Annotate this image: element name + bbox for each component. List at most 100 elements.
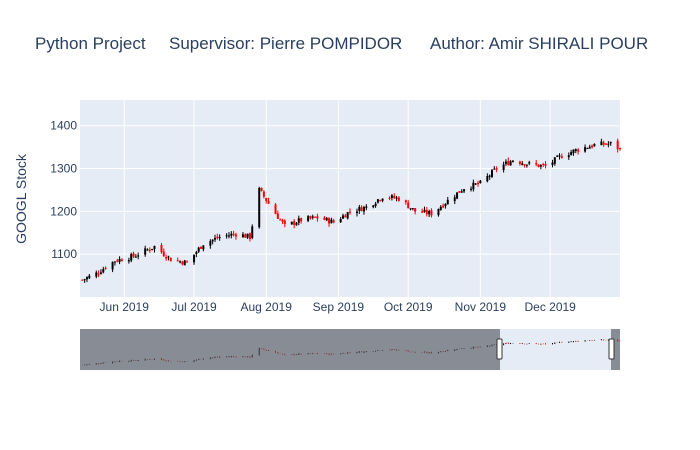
x-tick-label: Dec 2019: [524, 300, 576, 314]
x-tick-label: Nov 2019: [455, 300, 507, 314]
candle: [97, 270, 100, 278]
candle: [586, 147, 589, 150]
y-axis-title: GOOGL Stock: [13, 153, 29, 244]
range-slider-mask-right: [611, 329, 620, 370]
candle: [409, 208, 412, 211]
chart-title: Python Project Supervisor: Pierre POMPID…: [0, 34, 700, 114]
candle: [176, 257, 179, 262]
candle: [218, 234, 221, 241]
candle: [490, 169, 493, 178]
candle: [609, 141, 612, 146]
candle: [588, 144, 591, 149]
candle: [472, 179, 475, 192]
range-slider-handle-left[interactable]: [496, 338, 503, 360]
y-tick-label: 1400: [50, 119, 77, 133]
candle: [404, 199, 407, 205]
candle: [593, 143, 596, 147]
candle: [458, 191, 461, 193]
candle: [267, 197, 270, 205]
candle: [162, 248, 165, 257]
candle: [262, 190, 265, 199]
candle: [290, 221, 293, 225]
candle: [502, 161, 505, 173]
candle: [328, 217, 331, 227]
candle: [81, 279, 84, 281]
candle: [567, 152, 570, 160]
candle: [525, 164, 528, 168]
candle: [265, 197, 268, 204]
candle: [118, 256, 121, 265]
candle: [605, 143, 608, 146]
candle: [439, 205, 442, 211]
candle: [365, 204, 368, 211]
candle: [504, 159, 507, 166]
y-tick-labels: 1100 1200 1300 1400: [50, 119, 77, 261]
candle: [479, 179, 482, 184]
candle: [360, 205, 363, 212]
candle: [325, 217, 328, 222]
candle: [216, 233, 219, 240]
range-slider[interactable]: [80, 329, 621, 370]
candle: [200, 246, 203, 249]
candle: [146, 248, 149, 251]
candle: [197, 246, 200, 253]
candle: [134, 254, 137, 258]
candle: [260, 187, 263, 192]
candle: [227, 232, 230, 239]
candle: [509, 160, 512, 166]
candle: [113, 261, 116, 266]
candle: [179, 260, 182, 264]
candle: [111, 261, 114, 273]
candle: [616, 138, 619, 153]
candle: [493, 166, 496, 170]
candle: [132, 251, 135, 259]
candle: [153, 245, 156, 253]
candle: [83, 278, 86, 283]
candle: [544, 161, 547, 169]
candle: [165, 254, 168, 261]
candle: [507, 157, 510, 166]
candle: [95, 270, 98, 279]
candle: [488, 174, 491, 180]
candle: [293, 219, 296, 229]
candle: [523, 163, 526, 168]
candle: [102, 266, 105, 274]
candle: [295, 221, 298, 226]
candle: [379, 199, 382, 202]
candle: [602, 140, 605, 147]
candle: [423, 206, 426, 213]
candle: [453, 194, 456, 205]
candle: [395, 195, 398, 202]
candle: [463, 188, 466, 194]
x-tick-label: Jul 2019: [171, 300, 217, 314]
candle: [397, 196, 400, 202]
candle: [314, 216, 317, 218]
candle: [88, 274, 91, 280]
candle: [339, 217, 342, 223]
candle: [346, 211, 349, 220]
title-author: Author: Amir SHIRALI POUR: [430, 34, 649, 53]
candle: [332, 218, 335, 224]
title-project: Python Project: [35, 34, 146, 53]
x-tick-label: Oct 2019: [384, 300, 433, 314]
candle: [230, 231, 233, 239]
candle: [193, 254, 196, 265]
range-slider-handle-right[interactable]: [608, 338, 615, 360]
candle: [232, 230, 235, 237]
candle: [574, 148, 577, 154]
candle: [349, 208, 351, 215]
candle: [241, 232, 244, 238]
candle: [390, 194, 393, 201]
candle: [151, 248, 154, 251]
candle: [381, 198, 384, 203]
candle: [477, 180, 480, 187]
candle: [372, 204, 375, 209]
candle: [560, 153, 563, 159]
candle: [535, 159, 538, 167]
plot-area: [80, 100, 620, 297]
candle: [309, 215, 312, 220]
candle: [374, 201, 377, 208]
candle: [619, 147, 621, 151]
candle: [181, 260, 184, 266]
candle: [120, 258, 123, 262]
